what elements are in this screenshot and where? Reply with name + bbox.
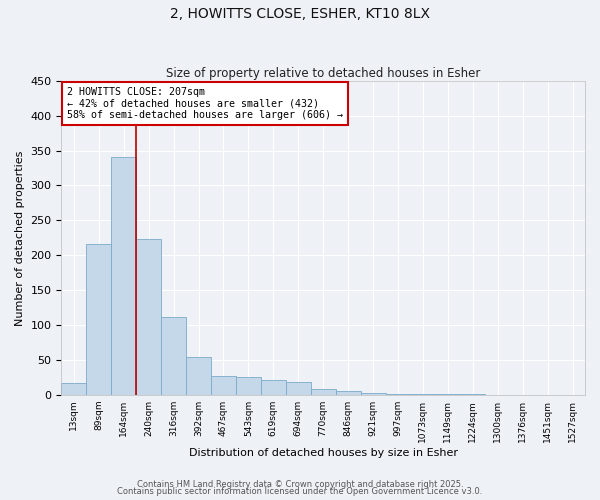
Bar [335,392,361,395]
Bar [136,239,161,395]
Text: Contains HM Land Registry data © Crown copyright and database right 2025.: Contains HM Land Registry data © Crown c… [137,480,463,489]
Bar [286,382,311,395]
Bar [361,393,386,395]
Bar [186,356,211,395]
Bar [86,244,111,395]
Text: 2 HOWITTS CLOSE: 207sqm
← 42% of detached houses are smaller (432)
58% of semi-d: 2 HOWITTS CLOSE: 207sqm ← 42% of detache… [67,87,343,120]
Bar [386,394,410,395]
Y-axis label: Number of detached properties: Number of detached properties [15,150,25,326]
Bar [161,316,186,395]
Bar [111,158,136,395]
Text: 2, HOWITTS CLOSE, ESHER, KT10 8LX: 2, HOWITTS CLOSE, ESHER, KT10 8LX [170,8,430,22]
Bar [436,394,460,395]
Title: Size of property relative to detached houses in Esher: Size of property relative to detached ho… [166,66,481,80]
Bar [311,390,335,395]
Bar [410,394,436,395]
X-axis label: Distribution of detached houses by size in Esher: Distribution of detached houses by size … [189,448,458,458]
Bar [236,377,261,395]
Bar [61,383,86,395]
Bar [211,376,236,395]
Bar [261,380,286,395]
Text: Contains public sector information licensed under the Open Government Licence v3: Contains public sector information licen… [118,487,482,496]
Bar [460,394,485,395]
